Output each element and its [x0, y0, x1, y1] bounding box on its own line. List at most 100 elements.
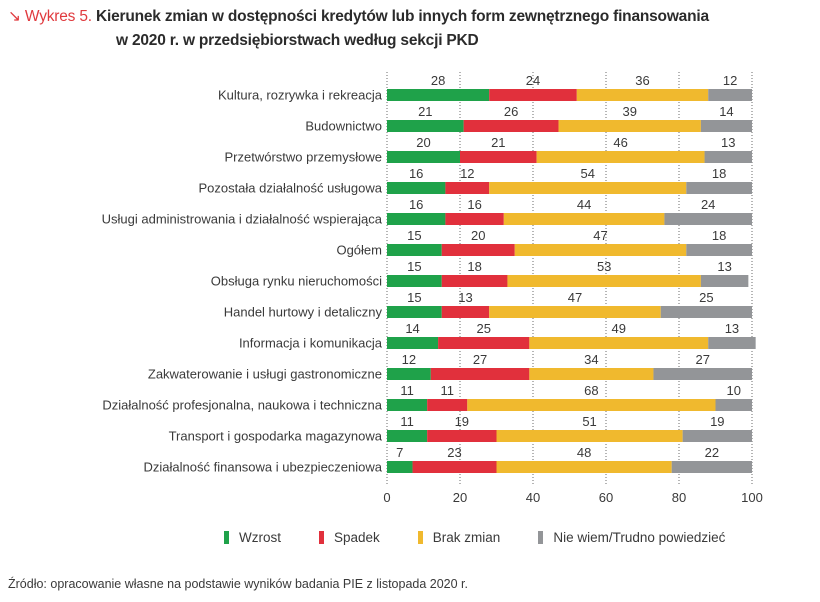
- bar-segment-wzrost: [387, 306, 442, 318]
- value-label: 11: [400, 383, 414, 398]
- bar-segment-brak-zmian: [529, 368, 654, 380]
- value-label: 13: [458, 290, 472, 305]
- bar-segment-brak-zmian: [503, 213, 665, 225]
- category-label: Zakwaterowanie i usługi gastronomiczne: [148, 367, 382, 382]
- title-text-1: Kierunek zmian w dostępności kredytów lu…: [95, 8, 709, 25]
- bar-segment-wzrost: [387, 337, 439, 349]
- bar-segment-spadek: [427, 430, 497, 442]
- x-tick-label: 80: [672, 490, 686, 505]
- value-label: 21: [418, 104, 432, 119]
- bar-segment-spadek: [412, 461, 497, 473]
- value-label: 51: [582, 414, 596, 429]
- category-label: Obsługa rynku nieruchomości: [211, 274, 382, 289]
- value-label: 18: [712, 228, 726, 243]
- bar-segment-nie-wiem-trudno-powiedzie-: [671, 461, 752, 473]
- value-label: 28: [431, 73, 445, 88]
- bar-segment-brak-zmian: [529, 337, 709, 349]
- bar-segment-spadek: [438, 337, 530, 349]
- value-label: 12: [402, 352, 416, 367]
- value-label: 23: [447, 445, 461, 460]
- bar-segment-nie-wiem-trudno-powiedzie-: [682, 430, 752, 442]
- bar-segment-spadek: [430, 368, 530, 380]
- value-label: 19: [710, 414, 724, 429]
- value-label: 16: [409, 197, 423, 212]
- legend-swatch: [417, 531, 423, 544]
- bar-segment-wzrost: [387, 430, 428, 442]
- value-label: 15: [407, 228, 421, 243]
- category-label: Usługi administrowania i działalność wsp…: [102, 212, 383, 227]
- legend-swatch: [538, 531, 544, 544]
- bar-segment-nie-wiem-trudno-powiedzie-: [700, 275, 749, 287]
- value-label: 54: [581, 166, 595, 181]
- bar-segment-brak-zmian: [489, 182, 687, 194]
- value-label: 12: [723, 73, 737, 88]
- bar-segment-nie-wiem-trudno-powiedzie-: [664, 213, 752, 225]
- value-label: 13: [725, 321, 739, 336]
- bar-segment-brak-zmian: [536, 151, 705, 163]
- bar-segment-wzrost: [387, 461, 413, 473]
- value-label: 12: [460, 166, 474, 181]
- arrow-down-right-icon: ↘: [8, 8, 21, 25]
- value-label: 11: [440, 383, 454, 398]
- bar-segment-spadek: [441, 275, 508, 287]
- category-label: Działalność profesjonalna, naukowa i tec…: [102, 398, 382, 413]
- value-label: 14: [405, 321, 419, 336]
- category-label: Przetwórstwo przemysłowe: [225, 150, 383, 165]
- bar-segment-spadek: [445, 213, 504, 225]
- bar-segment-spadek: [441, 306, 490, 318]
- value-label: 68: [584, 383, 598, 398]
- title-line-1: ↘ Wykres 5. Kierunek zmian w dostępności…: [8, 6, 709, 28]
- legend-item: Wzrost: [224, 530, 281, 545]
- bar-segment-wzrost: [387, 213, 446, 225]
- value-label: 48: [577, 445, 591, 460]
- category-label: Ogółem: [336, 243, 382, 258]
- bar-segment-nie-wiem-trudno-powiedzie-: [653, 368, 752, 380]
- value-label: 25: [476, 321, 490, 336]
- bar-segment-wzrost: [387, 182, 446, 194]
- bar-segment-wzrost: [387, 120, 464, 132]
- value-label: 18: [712, 166, 726, 181]
- bar-segment-wzrost: [387, 244, 442, 256]
- value-label: 13: [717, 259, 731, 274]
- x-tick-label: 20: [453, 490, 467, 505]
- bar-segment-nie-wiem-trudno-powiedzie-: [704, 151, 752, 163]
- legend-item: Spadek: [319, 530, 380, 545]
- value-labels: 28 24 36 12 21 26 39 14 20 21 46 13 16 12 54 18 16 16 44 24…: [396, 73, 741, 460]
- value-label: 11: [400, 414, 414, 429]
- bar-segment-wzrost: [387, 151, 460, 163]
- figure-number: Wykres 5.: [24, 8, 92, 25]
- category-label: Informacja i komunikacja: [239, 336, 383, 351]
- value-label: 36: [635, 73, 649, 88]
- value-label: 21: [491, 135, 505, 150]
- bar-segment-brak-zmian: [507, 275, 701, 287]
- value-label: 15: [407, 290, 421, 305]
- bar-segment-brak-zmian: [558, 120, 701, 132]
- value-label: 26: [504, 104, 518, 119]
- x-tick-label: 0: [383, 490, 390, 505]
- value-label: 20: [471, 228, 485, 243]
- legend-label: Nie wiem/Trudno powiedzieć: [553, 530, 726, 545]
- title-text-2: w 2020 r. w przedsiębiorstwach według se…: [116, 32, 479, 49]
- bar-segment-nie-wiem-trudno-powiedzie-: [708, 89, 752, 101]
- value-label: 7: [396, 445, 403, 460]
- x-axis-ticks: 0 20 40 60 80 100: [383, 490, 762, 505]
- bar-segment-spadek: [463, 120, 559, 132]
- legend-swatch: [319, 531, 324, 544]
- value-label: 15: [407, 259, 421, 274]
- value-label: 39: [622, 104, 636, 119]
- value-label: 16: [409, 166, 423, 181]
- bar-segment-brak-zmian: [576, 89, 709, 101]
- legend: Wzrost Spadek Brak zmian Nie wiem/Trudno po…: [224, 530, 763, 545]
- value-label: 27: [695, 352, 709, 367]
- legend-item: Nie wiem/Trudno powiedzieć: [538, 530, 725, 545]
- bar-segment-nie-wiem-trudno-powiedzie-: [686, 182, 752, 194]
- value-label: 47: [593, 228, 607, 243]
- value-label: 25: [699, 290, 713, 305]
- bar-segment-nie-wiem-trudno-powiedzie-: [660, 306, 752, 318]
- value-label: 44: [577, 197, 591, 212]
- bar-segment-spadek: [427, 399, 468, 411]
- value-label: 47: [568, 290, 582, 305]
- bar-segment-nie-wiem-trudno-powiedzie-: [686, 244, 752, 256]
- value-label: 24: [701, 197, 715, 212]
- category-label: Pozostała działalność usługowa: [198, 181, 382, 196]
